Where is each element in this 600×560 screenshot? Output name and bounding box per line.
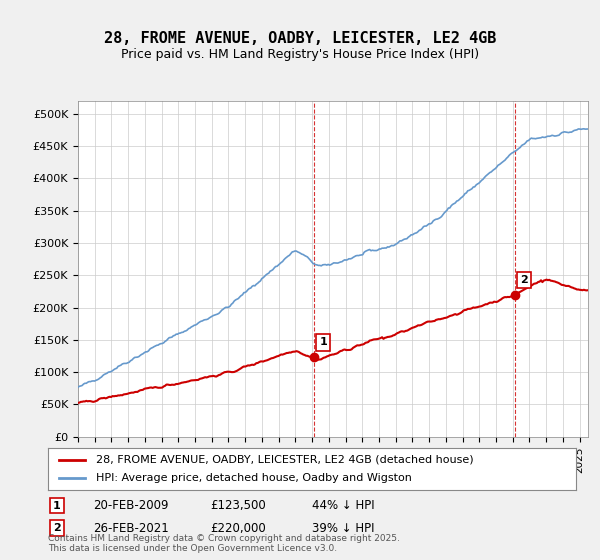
Text: 1: 1 bbox=[319, 337, 327, 347]
Text: 26-FEB-2021: 26-FEB-2021 bbox=[93, 522, 169, 535]
Text: Contains HM Land Registry data © Crown copyright and database right 2025.
This d: Contains HM Land Registry data © Crown c… bbox=[48, 534, 400, 553]
Text: 1: 1 bbox=[53, 501, 61, 511]
Text: £220,000: £220,000 bbox=[210, 522, 266, 535]
Text: 2: 2 bbox=[520, 275, 528, 285]
Text: 44% ↓ HPI: 44% ↓ HPI bbox=[312, 500, 374, 512]
Text: 20-FEB-2009: 20-FEB-2009 bbox=[93, 500, 169, 512]
Text: 28, FROME AVENUE, OADBY, LEICESTER, LE2 4GB: 28, FROME AVENUE, OADBY, LEICESTER, LE2 … bbox=[104, 31, 496, 46]
Text: 39% ↓ HPI: 39% ↓ HPI bbox=[312, 522, 374, 535]
Text: 2: 2 bbox=[53, 523, 61, 533]
Text: HPI: Average price, detached house, Oadby and Wigston: HPI: Average price, detached house, Oadb… bbox=[95, 473, 412, 483]
Text: Price paid vs. HM Land Registry's House Price Index (HPI): Price paid vs. HM Land Registry's House … bbox=[121, 48, 479, 60]
Text: £123,500: £123,500 bbox=[210, 500, 266, 512]
Text: 28, FROME AVENUE, OADBY, LEICESTER, LE2 4GB (detached house): 28, FROME AVENUE, OADBY, LEICESTER, LE2 … bbox=[95, 455, 473, 465]
